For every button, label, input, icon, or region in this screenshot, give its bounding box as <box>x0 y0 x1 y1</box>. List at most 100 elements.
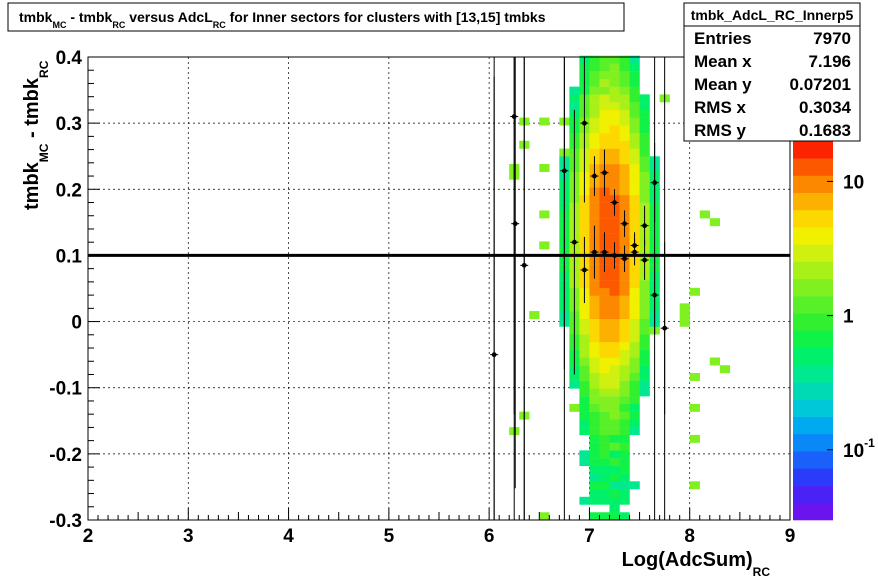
heatmap-cell <box>609 489 620 497</box>
title-sub-3: RC <box>213 20 226 30</box>
heatmap-cell <box>639 194 650 203</box>
heatmap-cell <box>629 164 640 172</box>
heatmap-cell <box>639 187 650 196</box>
heatmap-cell <box>629 125 640 134</box>
heatmap-cell <box>599 388 610 397</box>
heatmap-cell <box>609 411 620 420</box>
palette-band <box>793 347 833 366</box>
heatmap-cell <box>589 442 600 451</box>
palette-band <box>793 451 833 469</box>
profile-point <box>642 223 647 229</box>
palette-band <box>793 227 833 245</box>
heatmap-cell <box>619 465 630 474</box>
heatmap-cell <box>619 434 630 443</box>
stats-label: RMS x <box>694 98 747 117</box>
stats-label: Mean x <box>694 52 752 71</box>
heatmap-cell <box>599 427 610 436</box>
heatmap-cell <box>609 140 620 149</box>
heatmap-cell <box>579 218 590 227</box>
heatmap-cell <box>589 427 600 436</box>
heatmap-cell <box>619 496 630 505</box>
heatmap-cell <box>629 202 640 211</box>
heatmap-cell <box>619 388 630 397</box>
heatmap-cell <box>599 419 610 428</box>
heatmap-cell <box>589 334 600 343</box>
heatmap-cell <box>589 388 600 397</box>
heatmap-cell <box>599 125 610 134</box>
heatmap-cell <box>609 342 620 350</box>
heatmap-cell <box>629 272 640 281</box>
heatmap-cell <box>619 202 630 211</box>
heatmap-cell <box>629 86 640 95</box>
heatmap-cell <box>599 372 610 381</box>
profile-point <box>582 120 587 126</box>
heatmap-cell <box>609 512 620 521</box>
heatmap-cell <box>599 496 610 505</box>
heatmap-cell <box>609 148 620 157</box>
heatmap-cell <box>589 287 600 296</box>
heatmap-cell <box>619 233 630 242</box>
heatmap-cell <box>609 349 620 358</box>
y-tick-label: -0.3 <box>49 511 82 532</box>
heatmap-cell <box>589 125 600 134</box>
heatmap-cell <box>609 78 620 87</box>
heatmap-cell <box>709 218 720 227</box>
stats-value: 7.196 <box>808 52 851 71</box>
heatmap-cell <box>619 396 630 405</box>
x-tick-label: 6 <box>484 526 495 547</box>
y-axis-title-sub-2: RC <box>37 60 51 78</box>
heatmap-cell <box>639 148 650 157</box>
heatmap-cell <box>609 481 620 490</box>
heatmap-cell <box>619 512 630 521</box>
color-palette-labels: 10 1 10-1 <box>827 172 875 462</box>
heatmap-cell <box>589 86 600 95</box>
color-palette <box>793 141 833 521</box>
heatmap-cell <box>679 311 690 319</box>
heatmap-cell <box>609 357 620 366</box>
heatmap-cell <box>589 102 600 111</box>
heatmap-cell <box>619 442 630 451</box>
heatmap-cell <box>639 94 650 103</box>
heatmap-cell <box>609 365 620 374</box>
x-tick-label: 3 <box>183 526 194 547</box>
heatmap-cell <box>579 225 590 234</box>
profile-point <box>652 292 658 298</box>
heatmap-cell <box>639 179 650 188</box>
stats-box: tmbk_AdcL_RC_Innerp5 Entries 7970 Mean x 7.… <box>683 2 861 142</box>
palette-band <box>793 399 833 417</box>
heatmap-cell <box>609 465 620 474</box>
heatmap-cell <box>609 419 620 428</box>
heatmap-cell <box>609 372 620 381</box>
heatmap-cell <box>569 372 580 381</box>
heatmap-cell <box>589 194 600 203</box>
heatmap-cell <box>569 102 580 111</box>
heatmap-cell <box>539 210 550 219</box>
x-axis-title-sub: RC <box>753 565 771 578</box>
heatmap-cell <box>619 102 630 111</box>
heatmap-cell <box>619 179 630 188</box>
heatmap-cell <box>609 117 620 126</box>
heatmap-cell <box>529 311 540 319</box>
heatmap-cell <box>599 349 610 358</box>
heatmap-cell <box>579 496 590 505</box>
heatmap-cell <box>589 63 600 72</box>
heatmap-cell <box>639 156 650 165</box>
heatmap-cell <box>619 71 630 80</box>
heatmap-cell <box>629 140 640 149</box>
heatmap-cell <box>639 140 650 149</box>
heatmap-cell <box>589 342 600 350</box>
title-part-3: versus AdcL <box>125 9 213 25</box>
heatmap-cell <box>589 71 600 80</box>
heatmap-cell <box>639 349 650 358</box>
heatmap-cell <box>609 179 620 188</box>
heatmap-cell <box>629 311 640 319</box>
heatmap-cell <box>689 372 700 381</box>
heatmap-cell <box>589 465 600 474</box>
y-tick-label: 0 <box>71 313 82 334</box>
heatmap-cell <box>629 342 640 350</box>
heatmap-cell <box>639 171 650 180</box>
heatmap-cell <box>599 280 610 289</box>
palette-band <box>793 175 833 193</box>
x-tick-labels: 2 3 4 5 6 7 8 9 <box>83 526 796 547</box>
heatmap-cell <box>589 419 600 428</box>
